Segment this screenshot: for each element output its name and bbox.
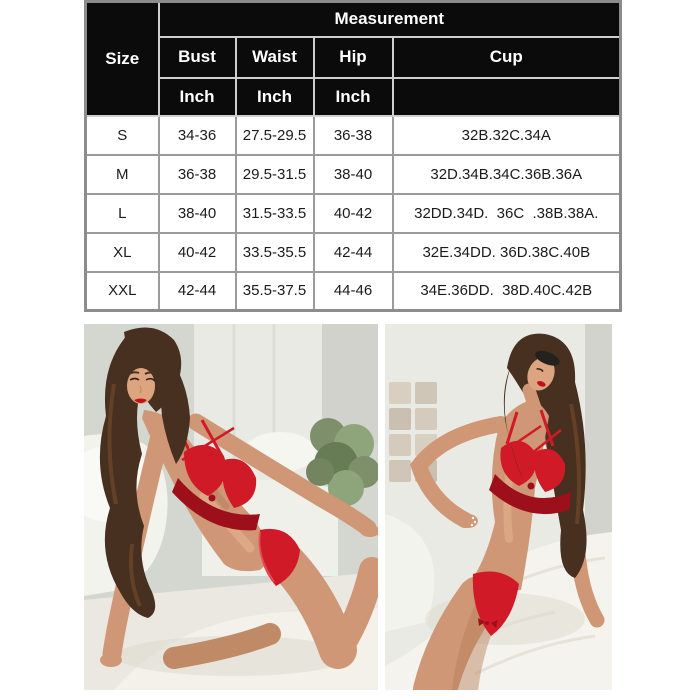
size-column-header: Size bbox=[84, 0, 160, 117]
unit-waist: Inch bbox=[234, 76, 315, 117]
cell-hip: 44-46 bbox=[312, 270, 394, 312]
cell-waist: 31.5-33.5 bbox=[234, 192, 315, 234]
cell-cup: 32D.34B.34C.36B.36A bbox=[391, 153, 622, 195]
sunglasses bbox=[535, 350, 560, 366]
right-photo-illustration bbox=[385, 324, 612, 690]
face bbox=[127, 368, 156, 404]
unit-bust: Inch bbox=[157, 76, 237, 117]
cell-cup: 34E.36DD. 38D.40C.42B bbox=[391, 270, 622, 312]
cell-size: L bbox=[84, 192, 160, 234]
left-model-photo bbox=[84, 324, 378, 690]
cell-size: XXL bbox=[84, 270, 160, 312]
cell-cup: 32E.34DD. 36D.38C.40B bbox=[391, 231, 622, 273]
cell-cup: 32B.32C.34A bbox=[391, 114, 622, 156]
col-header-waist: Waist bbox=[234, 35, 315, 79]
cell-waist: 35.5-37.5 bbox=[234, 270, 315, 312]
lips bbox=[134, 398, 147, 403]
cell-hip: 36-38 bbox=[312, 114, 394, 156]
hand bbox=[458, 514, 478, 528]
col-header-hip: Hip bbox=[312, 35, 394, 79]
red-lace-panties bbox=[472, 571, 519, 636]
lips bbox=[537, 380, 546, 387]
shin bbox=[323, 557, 378, 667]
cell-size: S bbox=[84, 114, 160, 156]
bra-bow bbox=[527, 482, 535, 490]
bent-arm bbox=[410, 416, 509, 528]
cell-hip: 38-40 bbox=[312, 153, 394, 195]
col-header-cup: Cup bbox=[391, 35, 622, 79]
couch-arm bbox=[385, 514, 435, 632]
resting-leg bbox=[163, 623, 281, 669]
model-figure bbox=[410, 333, 605, 690]
thigh bbox=[413, 576, 501, 690]
left-photo-illustration bbox=[84, 324, 378, 690]
table-row-xl: XL 40-42 33.5-35.5 42-44 32E.34DD. 36D.3… bbox=[84, 231, 622, 273]
hand bbox=[100, 653, 122, 667]
red-lace-bra bbox=[489, 409, 571, 515]
cell-bust: 34-36 bbox=[157, 114, 237, 156]
model-figure bbox=[99, 327, 378, 669]
red-lace-bra bbox=[170, 417, 260, 531]
cell-size: XL bbox=[84, 231, 160, 273]
table-row-xxl: XXL 42-44 35.5-37.5 44-46 34E.36DD. 38D.… bbox=[84, 270, 622, 312]
unit-hip: Inch bbox=[312, 76, 394, 117]
table-row-m: M 36-38 29.5-31.5 38-40 32D.34B.34C.36B.… bbox=[84, 153, 622, 195]
head bbox=[527, 350, 560, 391]
cell-hip: 40-42 bbox=[312, 192, 394, 234]
unit-cup-empty bbox=[391, 76, 622, 117]
table-row-s: S 34-36 27.5-29.5 36-38 32B.32C.34A bbox=[84, 114, 622, 156]
cell-bust: 38-40 bbox=[157, 192, 237, 234]
red-lace-panties bbox=[259, 528, 300, 586]
table-row-l: L 38-40 31.5-33.5 40-42 32DD.34D. 36C .3… bbox=[84, 192, 622, 234]
size-chart-table: Size Measurement Bust Waist Hip Cup Inch… bbox=[84, 0, 623, 312]
hair bbox=[99, 327, 190, 618]
cell-cup: 32DD.34D. 36C .38B.38A. bbox=[391, 192, 622, 234]
bra-bow bbox=[208, 494, 216, 502]
right-model-photo bbox=[385, 324, 612, 690]
plant bbox=[306, 418, 378, 506]
cell-waist: 29.5-31.5 bbox=[234, 153, 315, 195]
cell-bust: 40-42 bbox=[157, 231, 237, 273]
cell-waist: 27.5-29.5 bbox=[234, 114, 315, 156]
neck bbox=[522, 383, 542, 415]
cell-waist: 33.5-35.5 bbox=[234, 231, 315, 273]
panties-bow bbox=[478, 618, 498, 628]
measurement-header: Measurement bbox=[157, 0, 622, 38]
cell-bust: 36-38 bbox=[157, 153, 237, 195]
extended-arm bbox=[187, 413, 377, 537]
hand bbox=[360, 525, 378, 537]
cell-bust: 42-44 bbox=[157, 270, 237, 312]
cell-size: M bbox=[84, 153, 160, 195]
closed-eye bbox=[536, 368, 544, 373]
col-header-bust: Bust bbox=[157, 35, 237, 79]
cell-hip: 42-44 bbox=[312, 231, 394, 273]
